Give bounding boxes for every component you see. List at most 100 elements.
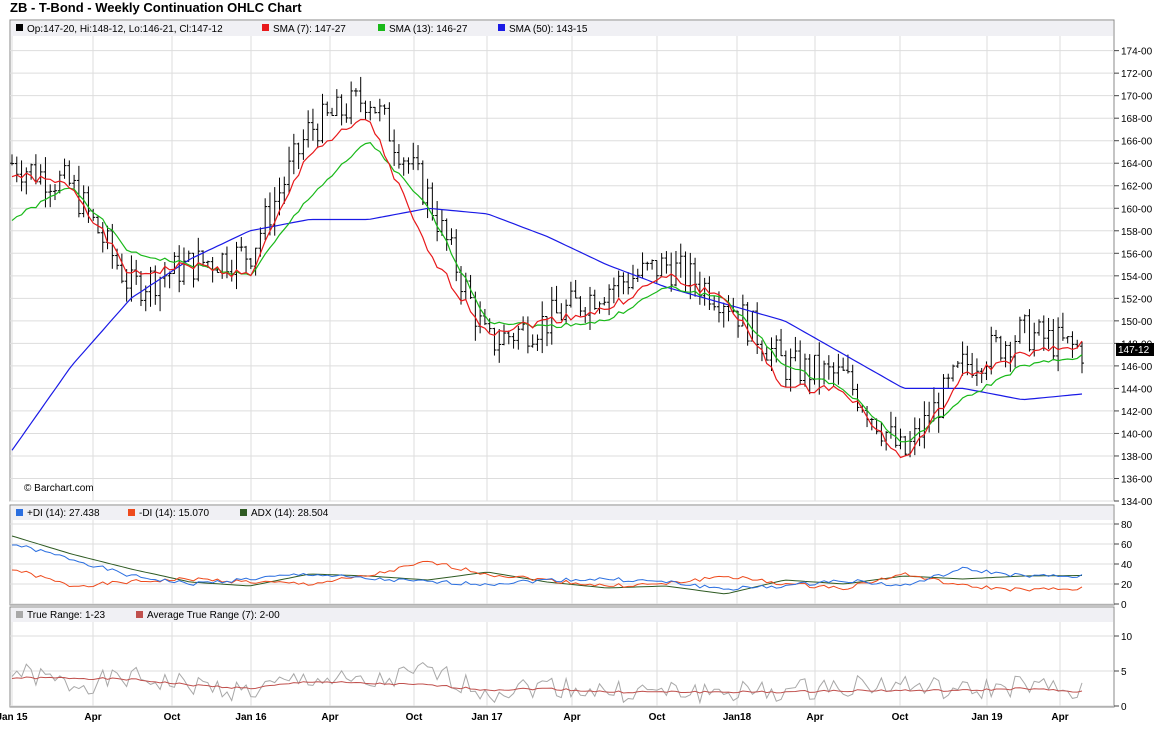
ohlc-bar <box>721 302 726 328</box>
price-panel-frame <box>9 19 1115 502</box>
ohlc-bar <box>836 353 841 385</box>
x-tick-label: Jan 17 <box>471 712 503 723</box>
ohlc-bar <box>363 100 368 121</box>
dmi-panel: 80 60 40 20 0 +DI (14): 27.438 -DI (14): 15.… <box>9 504 1133 611</box>
ohlc-bar <box>239 237 244 252</box>
ohlc-bar <box>779 328 784 357</box>
ohlc-bar <box>998 335 1003 361</box>
tr-gridlines <box>10 622 1114 707</box>
ohlc-bar <box>511 332 516 349</box>
y-tick-label: 150-00 <box>1121 317 1153 328</box>
legend-true-range-swatch <box>16 611 23 618</box>
ohlc-bar <box>14 156 19 183</box>
ohlc-bar <box>568 281 573 308</box>
y-tick-label: 138-00 <box>1121 452 1153 463</box>
ohlc-bar <box>607 284 612 316</box>
ohlc-bar <box>349 81 354 125</box>
legend-plus-di-swatch <box>16 509 23 516</box>
ohlc-bar <box>845 354 850 374</box>
ohlc-bar <box>506 330 511 345</box>
ohlc-bar <box>244 245 249 273</box>
ohlc-bar <box>611 277 616 304</box>
ohlc-bar <box>1070 331 1075 358</box>
x-tick-label: Oct <box>164 712 181 723</box>
ohlc-bar <box>287 146 292 194</box>
ohlc-bar <box>100 222 105 253</box>
ohlc-bar <box>640 252 645 279</box>
ohlc-bar <box>960 341 965 376</box>
ohlc-bar <box>24 167 29 195</box>
ohlc-bar <box>922 401 927 449</box>
ohlc-bar <box>664 251 669 274</box>
ohlc-bar <box>387 102 392 142</box>
ohlc-bar <box>798 340 803 386</box>
ohlc-bar <box>903 435 908 457</box>
price-legend-bar <box>11 21 1113 36</box>
ohlc-bar <box>535 334 540 351</box>
ohlc-bar <box>401 157 406 176</box>
y-tick-label: 174-00 <box>1121 47 1153 58</box>
legend-sma7: SMA (7): 147-27 <box>273 24 346 35</box>
y-tick-label: 134-00 <box>1121 497 1153 508</box>
ohlc-bar <box>855 383 860 412</box>
ohlc-bar <box>191 252 196 288</box>
x-tick-label: Oct <box>649 712 666 723</box>
ohlc-bar <box>301 129 306 160</box>
legend-minus-di: -DI (14): 15.070 <box>139 508 209 519</box>
ohlc-bar <box>745 302 750 346</box>
ohlc-bar <box>659 253 664 277</box>
ohlc-bar <box>970 352 975 378</box>
ohlc-bar <box>72 174 77 189</box>
ohlc-bar <box>38 164 43 185</box>
y-tick-label: 166-00 <box>1121 137 1153 148</box>
legend-sma13-swatch <box>378 24 385 31</box>
ohlc-bar <box>411 142 416 170</box>
price-legend: Op:147-20, Hi:148-12, Lo:146-21, Cl:147-… <box>16 24 588 35</box>
ohlc-bar <box>368 101 373 121</box>
ohlc-bar <box>635 268 640 282</box>
y-tick-label: 154-00 <box>1121 272 1153 283</box>
ohlc-bar <box>344 103 349 123</box>
ohlc-bar <box>373 106 378 114</box>
legend-adx: ADX (14): 28.504 <box>251 508 329 519</box>
ohlc-bar <box>554 285 559 314</box>
ohlc-bar <box>325 101 330 116</box>
y-tick-label: 152-00 <box>1121 294 1153 305</box>
y-tick-label: 20 <box>1121 580 1133 591</box>
ohlc-bars <box>10 76 1084 458</box>
dmi-y-axis: 80 60 40 20 0 <box>1114 520 1133 611</box>
last-price-box <box>1116 343 1154 356</box>
ohlc-bar <box>282 176 287 204</box>
ohlc-bar <box>468 274 473 299</box>
ohlc-bar <box>989 326 994 375</box>
ohlc-bar <box>263 198 268 241</box>
ohlc-bar <box>994 329 999 343</box>
ohlc-bar <box>936 392 941 433</box>
ohlc-bar <box>630 264 635 290</box>
ohlc-bar <box>1056 317 1061 372</box>
x-tick-label: Oct <box>892 712 909 723</box>
ohlc-bar <box>1037 319 1042 336</box>
legend-sma50: SMA (50): 143-15 <box>509 24 588 35</box>
ohlc-bar <box>1046 317 1051 350</box>
ohlc-bar <box>673 250 678 287</box>
ohlc-bar <box>807 354 812 395</box>
atr-line <box>11 676 1083 694</box>
ohlc-bar <box>334 89 339 117</box>
sma50-line <box>11 207 1083 451</box>
ohlc-bar <box>802 353 807 387</box>
ohlc-bar <box>545 316 549 347</box>
tr-legend-bar <box>11 608 1113 622</box>
ohlc-bar <box>172 252 177 275</box>
y-tick-label: 144-00 <box>1121 384 1153 395</box>
ohlc-bar <box>444 218 449 251</box>
adx-line <box>11 535 1082 595</box>
ohlc-bar <box>955 361 960 368</box>
price-y-axis: 174-00 172-00 170-00 168-00 166-00 164-00 162-… <box>1114 47 1153 508</box>
ohlc-bar <box>893 416 898 448</box>
ohlc-bar <box>181 247 186 285</box>
ohlc-bar <box>62 158 67 179</box>
legend-atr-swatch <box>136 611 143 618</box>
legend-adx-swatch <box>240 509 247 516</box>
legend-atr: Average True Range (7): 2-00 <box>147 610 280 621</box>
